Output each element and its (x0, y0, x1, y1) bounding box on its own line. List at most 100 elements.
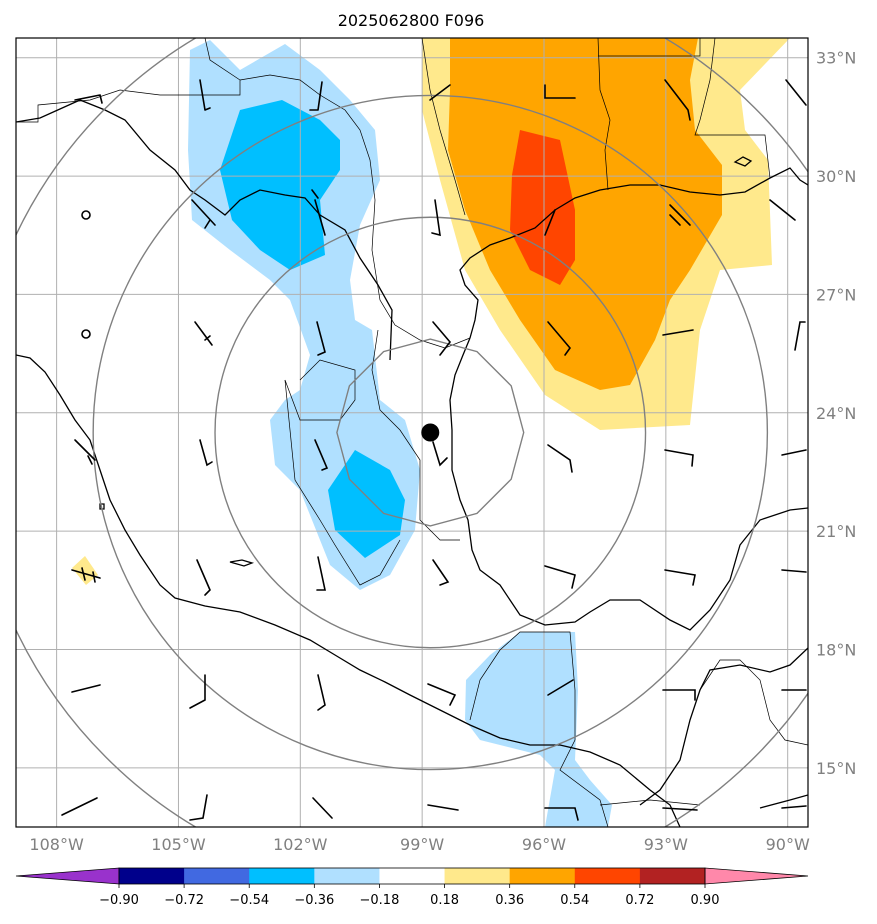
map-area (16, 38, 808, 827)
political-borders (16, 38, 808, 827)
wind-barb (664, 79, 691, 121)
coastline-pacific-mexico (16, 354, 681, 827)
border-us-states-3 (598, 38, 771, 179)
coastline-texas-louisiana (459, 167, 808, 339)
colorbar-segment (574, 868, 641, 884)
border-rio-grande (239, 74, 471, 349)
colorbar-outline (118, 867, 706, 885)
colorbar-segment (249, 868, 315, 884)
wind-barb (61, 797, 98, 816)
coastline-baja-gulf (16, 99, 393, 361)
wind-barb (199, 439, 213, 467)
colorbar-segment (119, 868, 185, 884)
colorbar-tick-label: −0.90 (99, 893, 139, 908)
range-ring (336, 338, 525, 527)
wind-barb (544, 565, 576, 589)
wind-barb (547, 321, 572, 356)
colorbar-extend-high (704, 867, 809, 885)
latitude-tick-label: 24°N (816, 404, 856, 423)
island-small-west (99, 503, 105, 510)
positive-anomaly-orange (448, 38, 722, 390)
wind-barb (199, 79, 211, 111)
wind-barb (664, 569, 696, 586)
wind-barb (429, 84, 451, 101)
wind-barb (189, 794, 208, 821)
colorbar-segment (379, 868, 446, 884)
colorbar-tick-label: −0.36 (294, 893, 334, 908)
wind-barb (662, 689, 696, 701)
graticule (16, 38, 808, 827)
wind-barb (196, 559, 211, 596)
colorbar-segment (184, 868, 250, 884)
colorbar-tick-label: 0.72 (625, 893, 654, 908)
colorbar-segment (509, 868, 576, 884)
colorbar-tick-label: −0.72 (164, 893, 204, 908)
border-mexico-states-3 (284, 379, 401, 586)
peninsula-tip (733, 156, 753, 167)
longitude-tick-label: 102°W (273, 835, 328, 854)
border-mexico-states-2 (371, 329, 460, 541)
latitude-tick-label: 33°N (816, 49, 856, 68)
wind-barb (544, 209, 556, 236)
colorbar-tick-label: −0.54 (229, 893, 269, 908)
colorbar-segment (314, 868, 380, 884)
longitude-labels: 108°W 105°W 102°W 99°W 96°W 93°W 90°W (29, 835, 810, 854)
wind-barb (544, 84, 576, 99)
longitude-tick-label: 93°W (644, 835, 688, 854)
colorbar-tick-label: 0.54 (560, 893, 589, 908)
wind-barb (71, 567, 101, 583)
wind-barb (547, 444, 573, 473)
wind-barb (309, 81, 323, 111)
wind-barb (664, 449, 694, 467)
wind-barb (662, 329, 694, 336)
positive-anomaly-light-small (72, 556, 98, 585)
calm-wind-circle (81, 329, 91, 339)
range-rings (16, 38, 808, 827)
colorbar: −0.90 −0.72 −0.54 −0.36 −0.18 0.18 0.36 0.54 0.7… (15, 867, 809, 908)
longitude-tick-label: 108°W (29, 835, 84, 854)
longitude-tick-label: 90°W (766, 835, 810, 854)
border-us-states-2 (597, 38, 611, 191)
longitude-tick-label: 105°W (151, 835, 206, 854)
wind-barb (544, 807, 579, 821)
longitude-tick-label: 96°W (522, 835, 566, 854)
positive-anomaly-red (510, 130, 575, 285)
wind-barb (785, 79, 807, 106)
border-mexico-states-1 (284, 359, 356, 421)
wind-barb (71, 684, 101, 693)
latitude-tick-label: 15°N (816, 759, 856, 778)
coastline-yucatan (639, 647, 808, 806)
coastline-gulf-mexico-west (449, 337, 808, 631)
border-central-america (699, 659, 808, 746)
wind-barb (427, 683, 457, 706)
storm-center-marker (421, 423, 440, 442)
island-small-mid (229, 559, 255, 567)
wind-barb (317, 674, 326, 711)
latitude-tick-label: 18°N (816, 640, 856, 659)
wind-barb (547, 679, 574, 696)
wind-barb (194, 321, 213, 346)
wind-barb (316, 321, 326, 356)
map-frame (15, 37, 809, 828)
colorbar-tick-label: −0.18 (360, 893, 400, 908)
wind-barb (781, 449, 807, 456)
border-us-states (421, 38, 466, 216)
range-ring (214, 216, 647, 649)
colorbar-tick-label: 0.36 (495, 893, 524, 908)
calm-wind-circle (81, 210, 91, 220)
wind-barb (769, 199, 796, 221)
colorbar-tick-label: 0.18 (430, 893, 459, 908)
wind-barb (781, 805, 807, 809)
wind-barb (311, 189, 326, 236)
colorbar-segment (639, 868, 706, 884)
wind-barb (662, 807, 698, 811)
border-guatemala (599, 799, 701, 806)
anomaly-shading (72, 38, 790, 827)
wind-barb (432, 559, 450, 586)
wind-barb (432, 441, 448, 467)
wind-barb (316, 556, 326, 591)
wind-barb (312, 797, 333, 819)
wind-barb (781, 569, 807, 573)
coastline-cuba-edge (759, 794, 808, 809)
border-us-mexico (16, 38, 241, 123)
